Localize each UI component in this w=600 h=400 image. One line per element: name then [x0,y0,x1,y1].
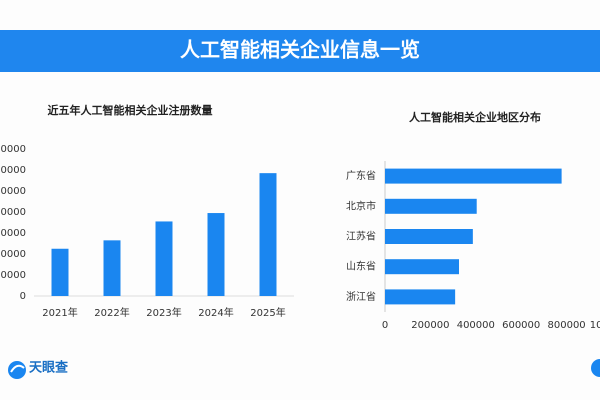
bar [385,259,460,275]
x-tick-label: 2025年 [250,306,285,319]
y-tick-label: 1200000 [0,165,26,176]
y-tick-label: 1400000 [0,144,26,155]
y-tick-label: 广东省 [346,169,376,182]
header-title: 人工智能相关企业信息一览 [180,38,420,62]
y-tick-label: 600000 [0,228,26,239]
y-tick-label: 北京市 [346,199,376,212]
y-tick-label: 江苏省 [346,230,376,243]
x-tick-label: 2024年 [198,306,233,319]
chart-title: 近五年人工智能相关企业注册数量 [48,103,213,117]
bar [385,229,473,244]
y-tick-label: 1000000 [0,186,26,197]
y-tick-label: 200000 [0,270,26,281]
x-tick-label: 2021年 [42,306,77,319]
bar [385,198,477,214]
header-banner [0,30,600,72]
x-tick-label: 0 [382,320,388,331]
x-tick-label: 200000 [411,320,449,331]
y-tick-label: 400000 [0,249,26,260]
y-tick-label: 0 [20,291,26,302]
x-tick-label: 600000 [502,320,540,331]
brand-name: 天眼查 [29,360,69,376]
bar [385,289,456,305]
bar [155,221,173,296]
brand-logo-mark [10,364,25,373]
x-tick-label: 800000 [548,320,586,331]
brand-logo [591,359,600,377]
y-tick-label: 800000 [0,207,26,218]
bar [51,248,69,296]
x-tick-label: 400000 [457,320,495,331]
chart-title: 人工智能相关企业地区分布 [409,110,541,124]
bar [207,213,225,296]
brand-logo [8,361,26,379]
y-tick-label: 山东省 [346,260,376,273]
x-tick-label: 2022年 [94,306,129,319]
bar [103,240,121,296]
y-tick-label: 浙江省 [346,290,376,303]
x-tick-label: 1000000 [590,320,600,331]
bar [259,173,277,296]
bar [385,168,562,184]
x-tick-label: 2023年 [146,306,181,319]
